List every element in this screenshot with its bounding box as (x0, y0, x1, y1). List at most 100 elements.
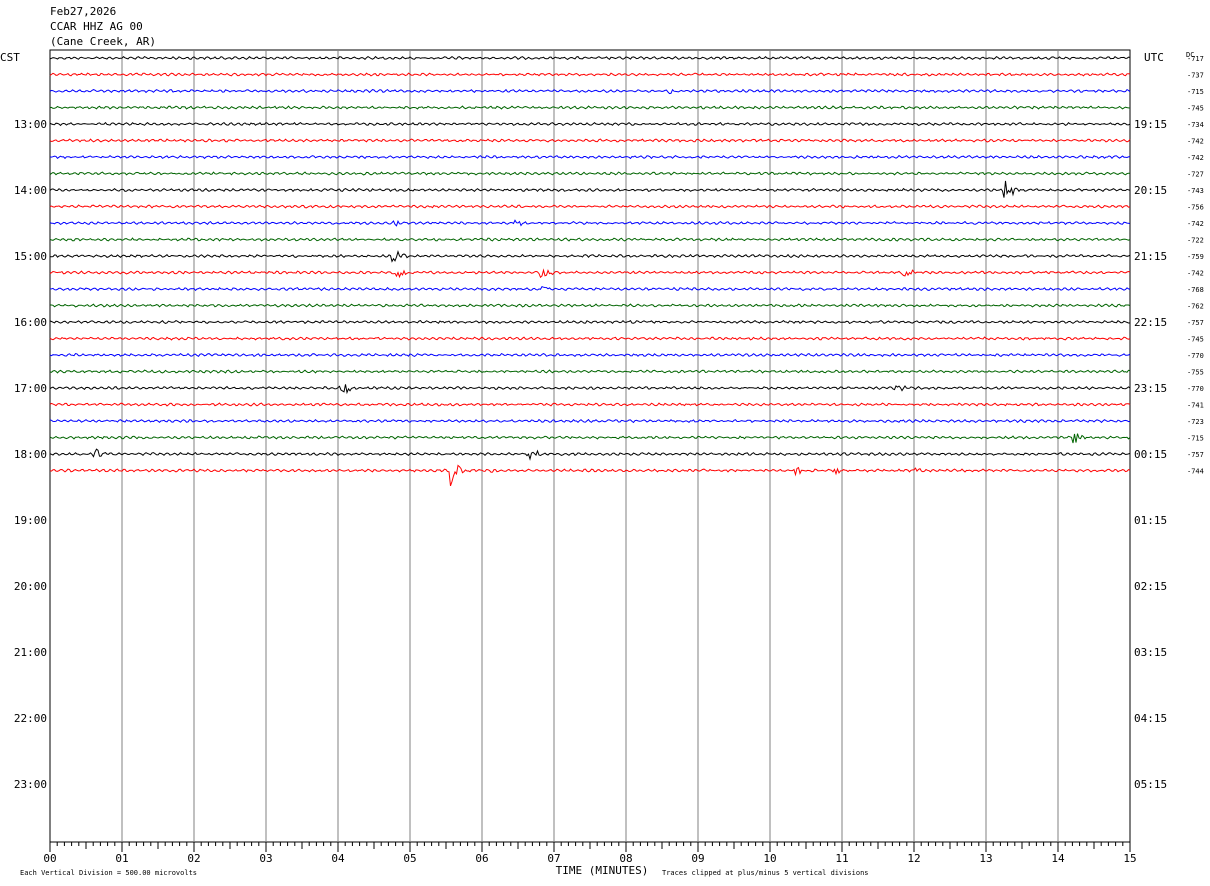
seismic-trace (49, 319, 1130, 325)
right-hour-label: 20:15 (1134, 184, 1167, 197)
left-hour-label: 14:00 (14, 184, 47, 197)
dc-offset-label: -745 (1187, 336, 1204, 344)
seismic-trace (49, 464, 1131, 487)
x-tick-label: 04 (331, 852, 345, 865)
seismic-trace (49, 88, 1131, 95)
plot-frame (49, 49, 1131, 843)
dc-offset-label: -768 (1187, 286, 1204, 294)
right-hour-label: 02:15 (1134, 580, 1167, 593)
seismic-trace (49, 219, 1131, 227)
right-hour-label: 03:15 (1134, 646, 1167, 659)
dc-offset-label: -757 (1187, 451, 1204, 459)
seismic-traces (49, 55, 1131, 487)
left-hour-label: 18:00 (14, 448, 47, 461)
dc-offset-label: -742 (1187, 154, 1204, 162)
x-tick-label: 15 (1123, 852, 1136, 865)
x-tick-label: 13 (979, 852, 992, 865)
left-hour-label: 21:00 (14, 646, 47, 659)
dc-offset-label: -715 (1187, 435, 1204, 443)
dc-offset-label: -744 (1187, 468, 1204, 476)
dc-offset-label: -756 (1187, 204, 1204, 212)
left-hour-label: 16:00 (14, 316, 47, 329)
header-date: Feb27,2026 (50, 5, 116, 18)
dc-offset-label: -723 (1187, 418, 1204, 426)
x-tick-label: 11 (835, 852, 848, 865)
x-tick-label: 02 (187, 852, 200, 865)
header-station: CCAR HHZ AG 00 (50, 20, 143, 33)
right-hour-label: 04:15 (1134, 712, 1167, 725)
dc-offset-label: -737 (1187, 72, 1204, 80)
x-tick-label: 01 (115, 852, 128, 865)
dc-offset-label: -727 (1187, 171, 1204, 179)
seismic-trace (49, 180, 1131, 198)
x-tick-label: 12 (907, 852, 920, 865)
seismic-trace (49, 336, 1131, 341)
dc-offset-label: -742 (1187, 220, 1204, 228)
header-location: (Cane Creek, AR) (50, 35, 156, 48)
left-timezone-label: CST (0, 51, 20, 64)
dc-offset-label: -715 (1187, 88, 1204, 96)
seismic-trace (49, 138, 1131, 143)
seismic-trace (49, 121, 1131, 127)
clip-note: Traces clipped at plus/minus 5 vertical … (662, 869, 869, 877)
x-tick-label: 14 (1051, 852, 1065, 865)
dc-offset-label: -741 (1187, 402, 1204, 410)
seismic-trace (49, 105, 1131, 110)
seismic-trace (49, 369, 1131, 374)
right-hour-label: 05:15 (1134, 778, 1167, 791)
right-hour-label: 23:15 (1134, 382, 1167, 395)
x-tick-label: 07 (547, 852, 560, 865)
x-tick-label: 10 (763, 852, 776, 865)
dc-offset-label: -742 (1187, 270, 1204, 278)
dc-offset-label: -745 (1187, 105, 1204, 113)
x-tick-label: 05 (403, 852, 416, 865)
left-hour-label: 22:00 (14, 712, 47, 725)
x-axis-title: TIME (MINUTES) (556, 864, 649, 877)
plot-axes: 00 01 02 03 04 05 06 07 08 09 10 11 12 13 14 15 13:00 14:… (14, 55, 1204, 865)
left-hour-label: 19:00 (14, 514, 47, 527)
dc-offset-label: -743 (1187, 187, 1204, 195)
dc-offset-label: -755 (1187, 369, 1204, 377)
x-tick-label: 09 (691, 852, 704, 865)
right-hour-label: 22:15 (1134, 316, 1167, 329)
right-hour-label: 19:15 (1134, 118, 1167, 131)
seismic-trace (49, 268, 1131, 279)
seismic-trace (49, 402, 1131, 407)
seismic-trace (49, 285, 1131, 292)
seismic-trace (49, 171, 1130, 176)
seismic-trace (49, 154, 1131, 160)
dc-offset-label: -770 (1187, 352, 1204, 360)
left-hour-label: 15:00 (14, 250, 47, 263)
dc-offset-label: -759 (1187, 253, 1204, 261)
seismic-trace (49, 433, 1131, 444)
left-hour-label: 23:00 (14, 778, 47, 791)
seismic-trace (49, 72, 1131, 77)
x-tick-label: 08 (619, 852, 632, 865)
seismic-trace (49, 448, 1131, 461)
seismic-trace (50, 303, 1131, 308)
seismic-trace (49, 384, 1131, 395)
dc-header-label: DC (1186, 51, 1194, 59)
dc-offset-label: -757 (1187, 319, 1204, 327)
seismic-trace (49, 237, 1131, 242)
right-hour-label: 00:15 (1134, 448, 1167, 461)
plot-grid (49, 49, 1131, 843)
scale-note: Each Vertical Division = 500.00 microvol… (20, 869, 197, 877)
left-hour-label: 17:00 (14, 382, 47, 395)
dc-offset-label: -742 (1187, 138, 1204, 146)
seismic-trace (49, 55, 1131, 61)
dc-offset-label: -762 (1187, 303, 1204, 311)
x-tick-label: 06 (475, 852, 488, 865)
left-hour-label: 13:00 (14, 118, 47, 131)
dc-offset-label: -734 (1187, 121, 1204, 129)
dc-offset-label: -717 (1187, 55, 1204, 63)
right-timezone-label: UTC (1144, 51, 1164, 64)
x-tick-label: 03 (259, 852, 272, 865)
seismic-trace (49, 418, 1131, 424)
right-hour-label: 01:15 (1134, 514, 1167, 527)
seismic-trace (50, 250, 1131, 263)
seismic-trace (49, 204, 1131, 209)
dc-offset-label: -770 (1187, 385, 1204, 393)
x-tick-label: 00 (43, 852, 56, 865)
